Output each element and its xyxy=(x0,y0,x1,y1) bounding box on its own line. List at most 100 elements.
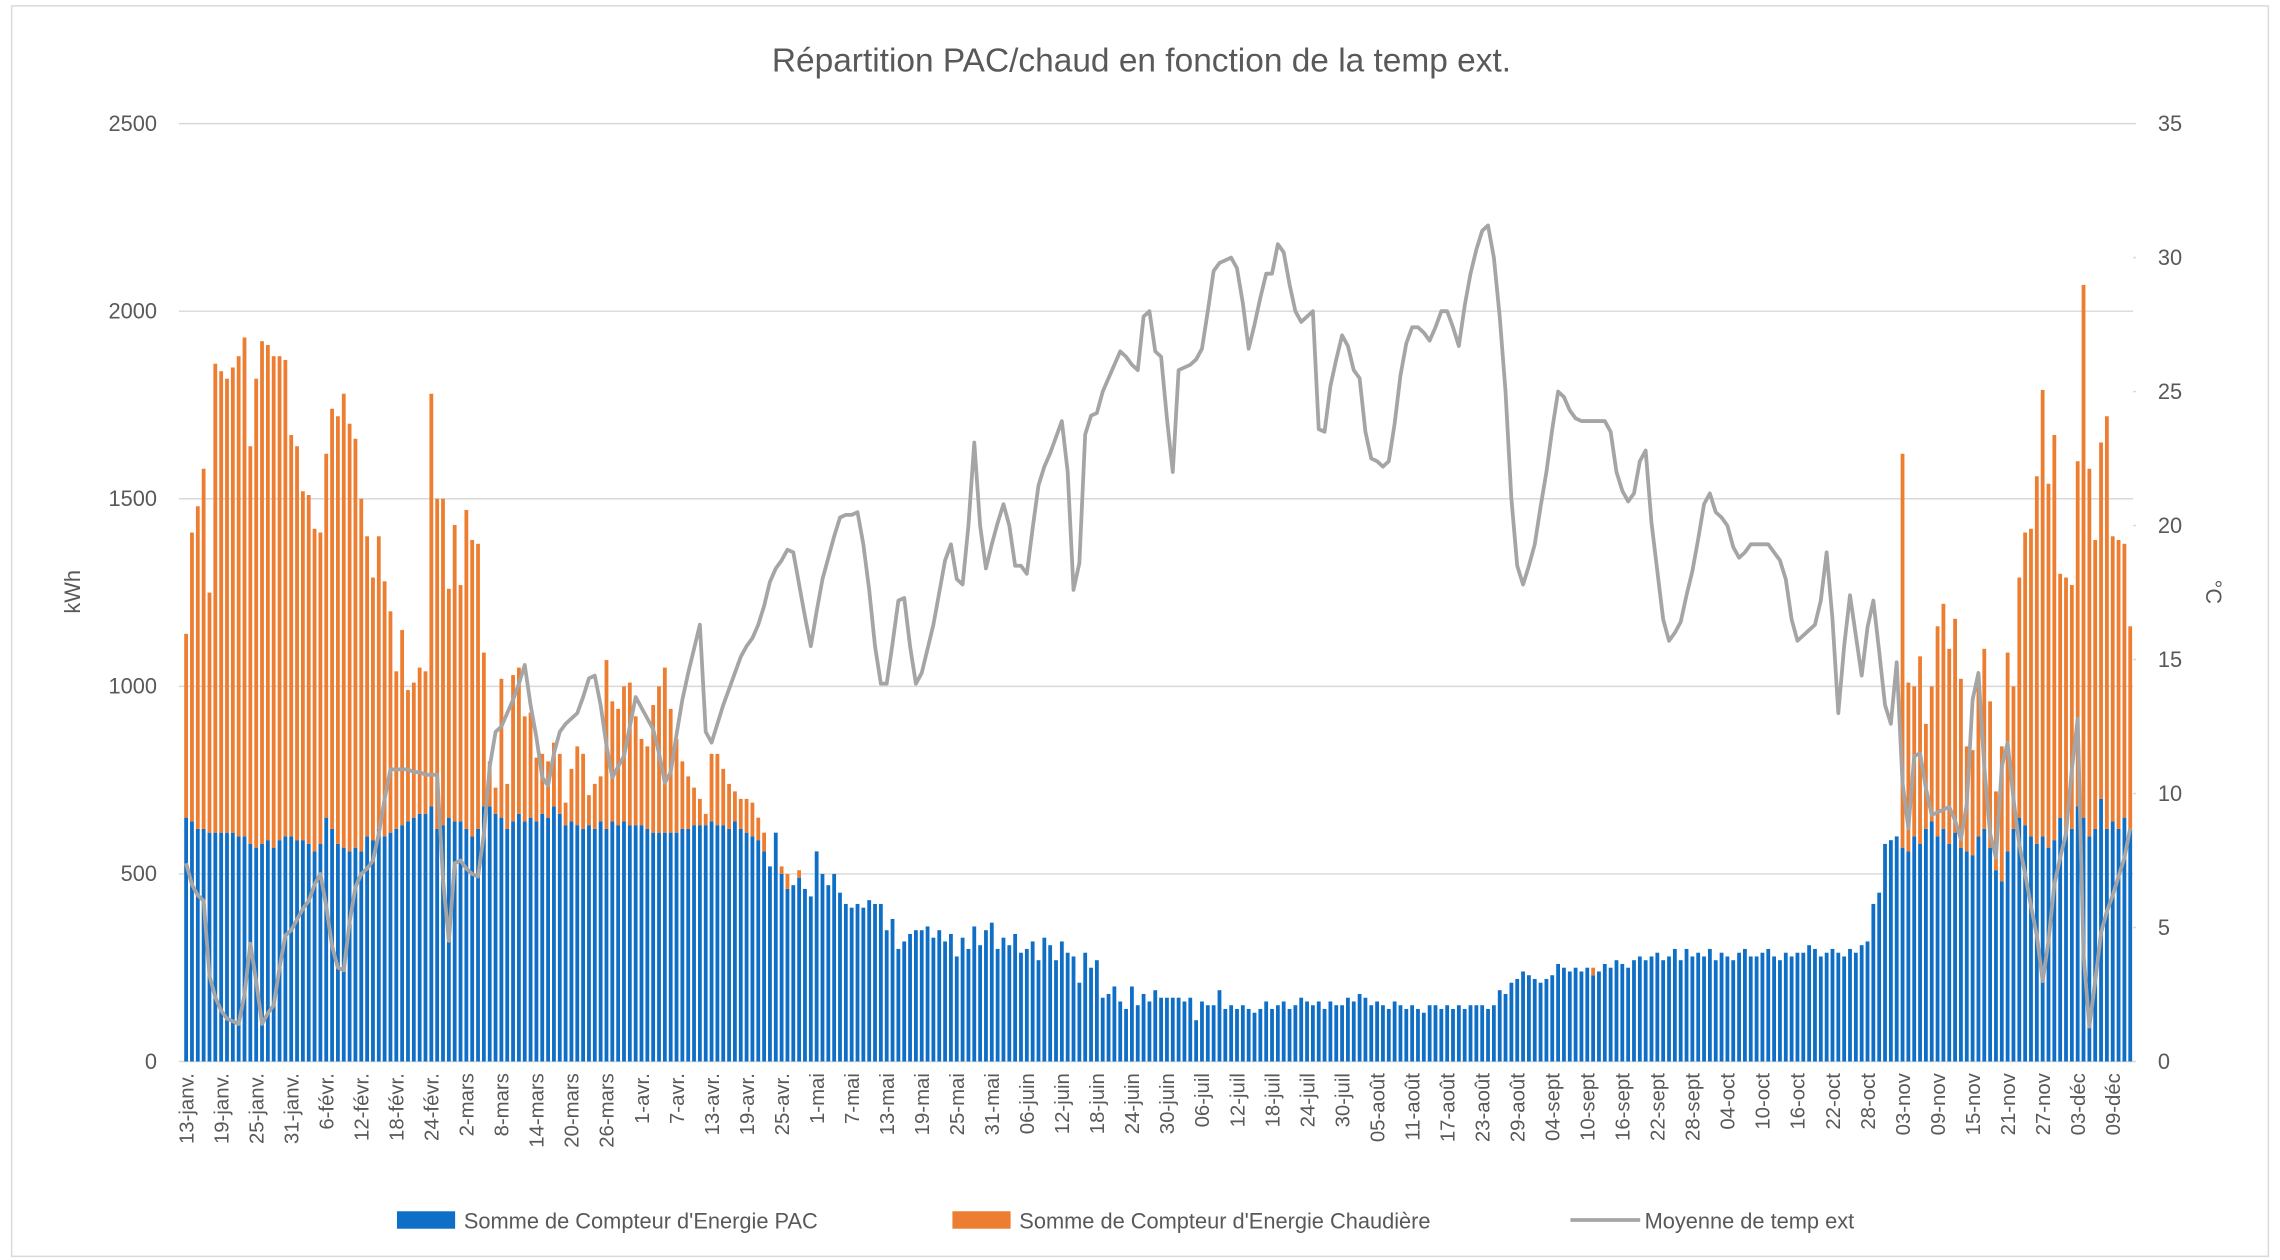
bar xyxy=(1707,948,1712,1062)
x-tick-label: 17-août xyxy=(1437,1073,1459,1142)
bar xyxy=(966,948,971,1062)
y-tick-label: 1000 xyxy=(109,674,158,699)
bar xyxy=(721,825,726,1062)
bar xyxy=(1743,948,1747,1062)
y2-tick-label: 35 xyxy=(2158,111,2182,136)
bar xyxy=(400,825,405,1062)
bar xyxy=(563,825,568,1062)
bar xyxy=(1988,847,1993,1062)
bar xyxy=(1480,1005,1485,1062)
bar xyxy=(569,821,574,1062)
bar xyxy=(838,892,842,1062)
bar xyxy=(826,885,831,1062)
bar xyxy=(2087,468,2092,837)
bar xyxy=(1567,971,1572,1062)
bar xyxy=(1947,843,1952,1062)
bar xyxy=(295,446,299,841)
bar xyxy=(592,783,597,829)
bar xyxy=(1130,986,1134,1062)
bar xyxy=(1573,967,1578,1062)
bar xyxy=(1322,1008,1327,1062)
x-tick-label: 31-janv. xyxy=(281,1073,303,1144)
bar xyxy=(1597,971,1601,1062)
bar xyxy=(300,840,305,1062)
x-tick-label: 09-déc xyxy=(2103,1073,2125,1135)
bar xyxy=(411,682,416,818)
bar xyxy=(1853,952,1858,1062)
bar xyxy=(2075,806,2080,1062)
bar xyxy=(791,885,796,1062)
bar xyxy=(680,761,685,829)
bar xyxy=(1929,821,1934,1062)
bar xyxy=(330,408,334,829)
bar xyxy=(1100,997,1105,1062)
bar xyxy=(878,903,883,1062)
bar xyxy=(2052,434,2057,841)
bar xyxy=(318,843,323,1062)
bar xyxy=(610,821,615,1062)
bar xyxy=(2017,817,2022,1062)
bar xyxy=(1124,1008,1128,1062)
bar xyxy=(277,840,282,1062)
bar xyxy=(254,847,259,1062)
bar xyxy=(1439,1008,1444,1062)
x-tick-label: 14-mars xyxy=(527,1073,549,1148)
bar xyxy=(1999,746,2004,882)
bar xyxy=(1497,990,1502,1062)
bar xyxy=(563,802,568,826)
bar xyxy=(2110,821,2115,1062)
bar xyxy=(429,806,434,1062)
bar xyxy=(733,821,737,1062)
bar xyxy=(1386,1008,1391,1062)
bar xyxy=(1240,1005,1245,1062)
bar xyxy=(505,828,510,1062)
bar xyxy=(692,787,696,826)
bar xyxy=(423,671,428,814)
bar xyxy=(1194,1020,1199,1062)
bar xyxy=(1976,836,1981,1062)
bar xyxy=(773,832,778,1062)
bar xyxy=(1211,1005,1216,1062)
bar xyxy=(353,847,358,1062)
bar xyxy=(1147,1001,1152,1062)
chart-title: Répartition PAC/chaud en fonction de la … xyxy=(772,42,1511,79)
bar xyxy=(703,813,708,826)
bar xyxy=(1643,960,1648,1062)
bar xyxy=(195,506,200,829)
bar xyxy=(470,540,475,837)
y2-axis-title: °C xyxy=(2201,580,2226,604)
bar xyxy=(1848,948,1852,1062)
bar xyxy=(394,828,399,1062)
bar xyxy=(2128,626,2133,829)
bar xyxy=(686,828,691,1062)
bar xyxy=(511,675,515,822)
bar xyxy=(1357,993,1362,1062)
x-tick-label: 03-nov xyxy=(1893,1072,1915,1135)
x-tick-label: 24-juin xyxy=(1122,1073,1144,1134)
bar xyxy=(446,588,451,818)
bar xyxy=(861,907,866,1062)
bar xyxy=(1562,967,1566,1062)
bar xyxy=(517,813,521,1062)
y-tick-label: 2000 xyxy=(109,298,158,323)
x-tick-label: 21-nov xyxy=(1998,1072,2020,1135)
bar xyxy=(1141,993,1146,1062)
bar xyxy=(1632,960,1636,1062)
bar xyxy=(1754,956,1759,1062)
x-tick-label: 16-sept xyxy=(1613,1073,1635,1141)
bar xyxy=(1235,1008,1239,1062)
bar xyxy=(633,716,638,826)
bar xyxy=(1877,892,1882,1062)
bar xyxy=(1036,960,1041,1062)
bar xyxy=(2075,461,2080,807)
bar xyxy=(849,907,854,1062)
bar xyxy=(1486,1008,1490,1062)
bar xyxy=(1918,843,1922,1062)
bar xyxy=(622,821,626,1062)
x-tick-label: 12-juil xyxy=(1227,1073,1249,1127)
bar xyxy=(382,836,387,1062)
bar xyxy=(1929,686,1934,822)
bar xyxy=(803,888,807,1062)
bar xyxy=(300,491,305,841)
bar xyxy=(201,828,206,1062)
